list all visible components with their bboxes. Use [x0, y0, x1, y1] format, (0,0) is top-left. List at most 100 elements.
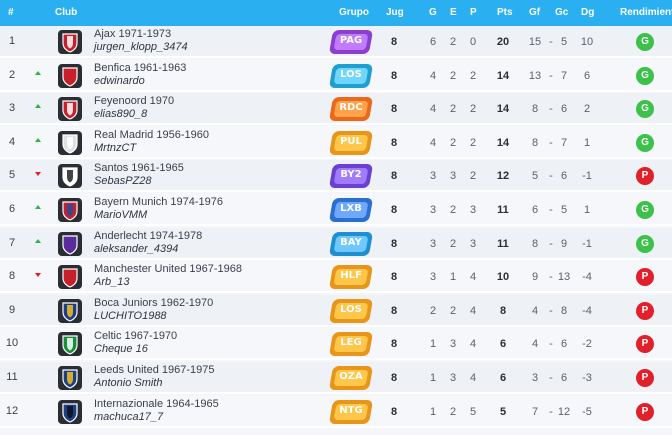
trend-none [34, 338, 42, 346]
team-name[interactable]: Bayern Munich 1974-1976 [94, 196, 224, 208]
team-name[interactable]: Santos 1961-1965 [94, 162, 184, 175]
team-info[interactable]: Leeds United 1967-1975 Antonio Smith [94, 364, 214, 390]
losses: 2 [469, 103, 477, 116]
trend-none [34, 406, 42, 414]
header-jug[interactable]: Jug [386, 7, 404, 18]
table-row[interactable]: 11 Leeds United 1967-1975 Antonio Smith OZA… [0, 362, 672, 394]
manager-username[interactable]: Antonio Smith [94, 377, 163, 389]
table-row[interactable]: 1 Ajax 1971-1973 jurgen_klopp_3474 PAG 8 6 2 0 2… [0, 26, 672, 58]
header-p[interactable]: P [470, 7, 477, 18]
header-gf[interactable]: Gf [529, 7, 541, 18]
performance-badge[interactable]: G [636, 66, 654, 85]
header-pos[interactable]: # [8, 7, 14, 18]
manager-username[interactable]: MarioVMM [94, 209, 148, 221]
table-row[interactable]: 5 Santos 1961-1965 SebasPZ28 BY2 8 3 3 2 12 5-6 -1… [0, 160, 672, 193]
header-pts[interactable]: Pts [497, 7, 513, 18]
leeds-united-crest-icon [57, 365, 83, 391]
table-row[interactable]: 8 Manchester United 1967-1968 Arb_13 HLF 8 3 1… [0, 261, 672, 294]
header-grupo[interactable]: Grupo [339, 7, 369, 18]
header-e[interactable]: E [450, 7, 457, 18]
performance-badge[interactable]: P [636, 335, 654, 354]
table-row[interactable]: 2 Benfica 1961-1963 edwinardo LOS 8 4 2 2 14 13-7… [0, 59, 672, 92]
header-dg[interactable]: Dg [581, 7, 595, 18]
table-row[interactable]: 12 Internazionale 1964-1965 machuca17_7 NTG… [0, 395, 672, 428]
wins: 2 [429, 304, 437, 317]
group-badge[interactable]: PUL [328, 130, 374, 155]
header-rendimiento[interactable]: Rendimiento [620, 7, 672, 18]
team-name[interactable]: Real Madrid 1956-1960 [94, 128, 209, 141]
team-info[interactable]: Internazionale 1964-1965 machuca17_7 [94, 398, 219, 424]
position: 2 [8, 68, 16, 81]
team-info[interactable]: Benfica 1961-1963 edwinardo [94, 62, 186, 88]
header-club[interactable]: Club [55, 7, 78, 18]
group-badge[interactable]: RDC [328, 97, 374, 122]
team-info[interactable]: Celtic 1967-1970 Cheque 16 [94, 330, 177, 356]
table-row[interactable]: 6 Bayern Munich 1974-1976 MarioVMM LXB 8 3 2 3 1… [0, 194, 672, 226]
table-row[interactable]: 3 Feyenoord 1970 elias890_8 RDC 8 4 2 2 14 8-6 2 G [0, 93, 672, 126]
header-g[interactable]: G [429, 7, 437, 18]
manager-username[interactable]: MrtnzCT [94, 141, 137, 154]
table-row[interactable]: 4 Real Madrid 1956-1960 MrtnzCT PUL 8 4 2 2 14 8-… [0, 126, 672, 159]
goal-difference: 1 [583, 136, 591, 149]
group-badge[interactable]: LOS [328, 63, 374, 88]
team-info[interactable]: Real Madrid 1956-1960 MrtnzCT [94, 129, 209, 155]
group-badge[interactable]: LXB [328, 198, 374, 222]
team-name[interactable]: Feyenoord 1970 [94, 95, 175, 108]
table-row[interactable]: 10 Celtic 1967-1970 Cheque 16 LEG 8 1 3 4 6 4-6 -2… [0, 328, 672, 361]
manager-username[interactable]: SebasPZ28 [94, 175, 152, 188]
performance-badge[interactable]: P [636, 301, 654, 320]
team-name[interactable]: Leeds United 1967-1975 [94, 364, 215, 376]
group-badge[interactable]: OZA [328, 366, 374, 390]
manager-username[interactable]: machuca17_7 [94, 410, 164, 423]
table-row[interactable]: 7 Anderlecht 1974-1978 aleksander_4394 BAY 8… [0, 227, 672, 260]
performance-badge[interactable]: G [636, 133, 654, 152]
team-name[interactable]: Ajax 1971-1973 [94, 28, 172, 40]
performance-badge[interactable]: G [636, 33, 654, 51]
performance-badge[interactable]: P [636, 369, 654, 387]
team-info[interactable]: Bayern Munich 1974-1976 MarioVMM [94, 196, 223, 222]
manager-username[interactable]: edwinardo [94, 74, 145, 87]
draws: 2 [449, 103, 457, 116]
header-gc[interactable]: Gc [555, 7, 569, 18]
performance-badge[interactable]: P [636, 402, 654, 421]
team-info[interactable]: Feyenoord 1970 elias890_8 [94, 95, 174, 121]
manager-username[interactable]: Arb_13 [94, 276, 130, 289]
group-badge[interactable]: BAY [328, 231, 374, 256]
goals-against: 6 [560, 338, 568, 351]
team-info[interactable]: Boca Juniors 1962-1970 LUCHITO1988 [94, 297, 213, 323]
manager-username[interactable]: elias890_8 [94, 108, 148, 121]
team-name[interactable]: Anderlecht 1974-1978 [94, 229, 203, 242]
benfica-crest-icon [57, 63, 83, 89]
performance-badge[interactable]: P [636, 268, 654, 287]
team-info[interactable]: Anderlecht 1974-1978 aleksander_4394 [94, 230, 202, 256]
group-badge[interactable]: HLF [328, 265, 374, 290]
team-name[interactable]: Manchester United 1967-1968 [94, 263, 242, 276]
wins: 3 [429, 170, 437, 183]
manager-username[interactable]: LUCHITO1988 [94, 309, 167, 322]
trend-none [34, 372, 42, 380]
group-badge[interactable]: LOS [328, 298, 374, 323]
performance-badge[interactable]: G [636, 100, 654, 119]
team-info[interactable]: Santos 1961-1965 SebasPZ28 [94, 162, 184, 188]
group-badge[interactable]: NTG [328, 399, 374, 424]
team-name[interactable]: Benfica 1961-1963 [94, 61, 187, 74]
team-name[interactable]: Boca Juniors 1962-1970 [94, 296, 214, 309]
team-name[interactable]: Internazionale 1964-1965 [94, 397, 219, 410]
performance-badge[interactable]: G [636, 201, 654, 219]
group-badge[interactable]: BY2 [328, 164, 374, 189]
team-name[interactable]: Celtic 1967-1970 [94, 330, 178, 343]
manager-username[interactable]: aleksander_4394 [94, 242, 179, 255]
team-info[interactable]: Ajax 1971-1973 jurgen_klopp_3474 [94, 28, 188, 54]
team-info[interactable]: Manchester United 1967-1968 Arb_13 [94, 263, 242, 289]
manager-username[interactable]: Cheque 16 [94, 343, 148, 356]
goals-against: 12 [557, 405, 571, 418]
performance-badge[interactable]: G [636, 234, 654, 253]
performance-badge[interactable]: P [636, 167, 654, 186]
group-badge[interactable]: LEG [328, 332, 374, 357]
goals-for: 8 [531, 136, 539, 149]
group-badge[interactable]: PAG [328, 30, 374, 54]
manager-username[interactable]: jurgen_klopp_3474 [94, 41, 188, 53]
table-row[interactable]: 9 Boca Juniors 1962-1970 LUCHITO1988 LOS 8 2 2… [0, 294, 672, 327]
manchester-united-crest-icon [57, 264, 83, 290]
losses: 2 [469, 136, 477, 149]
